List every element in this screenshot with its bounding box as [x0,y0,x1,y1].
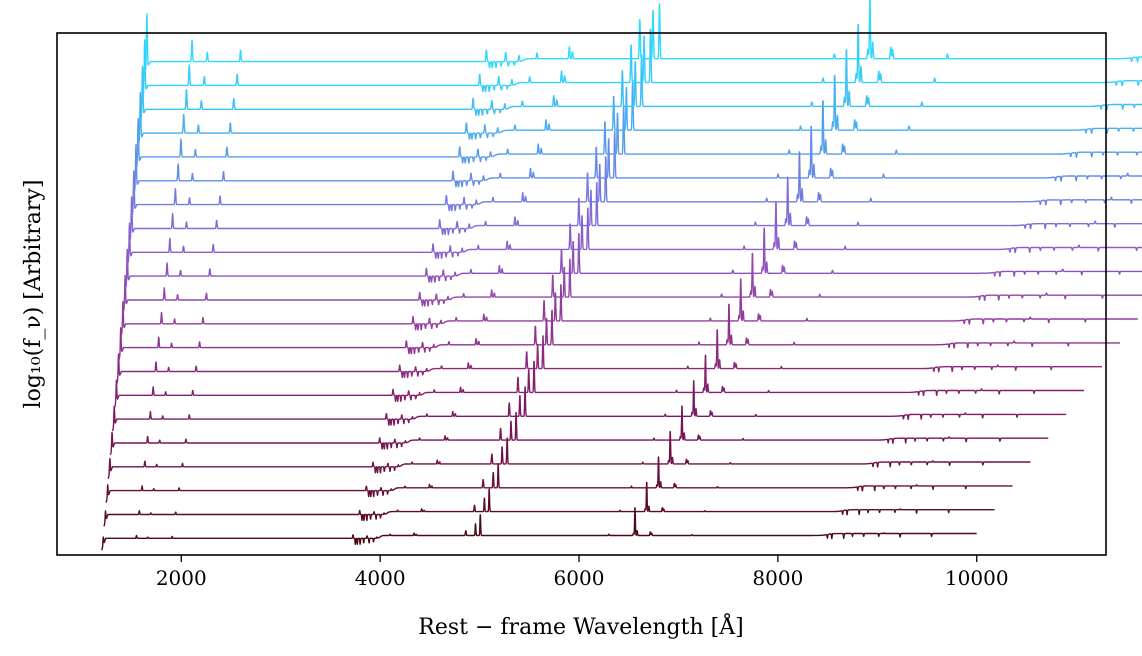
spectrum-line-21 [144,0,1142,74]
spectrum-line-10 [120,278,1139,336]
spectrum-line-20 [141,24,1142,98]
spectrum-line-17 [135,100,1142,170]
x-tick-label: 6000 [554,566,605,590]
spectrum-line-15 [131,151,1142,217]
spectrum-line-11 [122,252,1142,313]
spectrum-line-6 [111,380,1067,432]
spectrum-line-3 [105,456,1013,503]
spectrum-line-5 [109,405,1049,456]
y-axis-label: log₁₀(f_ν) [Arbitrary] [21,180,46,409]
series-layer [101,0,1142,551]
spectrum-line-13 [126,201,1142,265]
spectrum-line-14 [129,176,1142,241]
spectrum-line-9 [118,303,1121,360]
x-tick-label: 2000 [156,566,207,590]
plot-frame [56,32,1107,556]
spectrum-line-8 [116,329,1103,384]
spectrum-line-2 [103,481,996,527]
x-tick-label: 10000 [945,566,1009,590]
spectrum-line-16 [133,125,1142,193]
x-tick-label: 4000 [355,566,406,590]
x-tick-label: 8000 [752,566,803,590]
spectrum-line-1 [101,507,978,551]
spectrum-line-12 [124,227,1142,289]
spectrum-line-18 [137,74,1142,146]
spectrum-line-7 [113,354,1085,408]
x-axis: 2000 4000 6000 8000 10000 [156,555,1009,590]
spectrum-line-4 [107,431,1031,479]
x-axis-label: Rest − frame Wavelength [Å] [418,612,743,640]
